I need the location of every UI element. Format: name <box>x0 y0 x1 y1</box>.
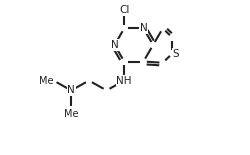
Text: NH: NH <box>116 76 132 86</box>
Text: Me: Me <box>64 109 78 120</box>
Text: Cl: Cl <box>119 5 130 15</box>
Text: S: S <box>172 49 179 59</box>
Text: N: N <box>140 23 147 33</box>
Text: N: N <box>111 40 118 50</box>
Text: N: N <box>67 85 75 95</box>
Text: Me: Me <box>39 76 54 86</box>
